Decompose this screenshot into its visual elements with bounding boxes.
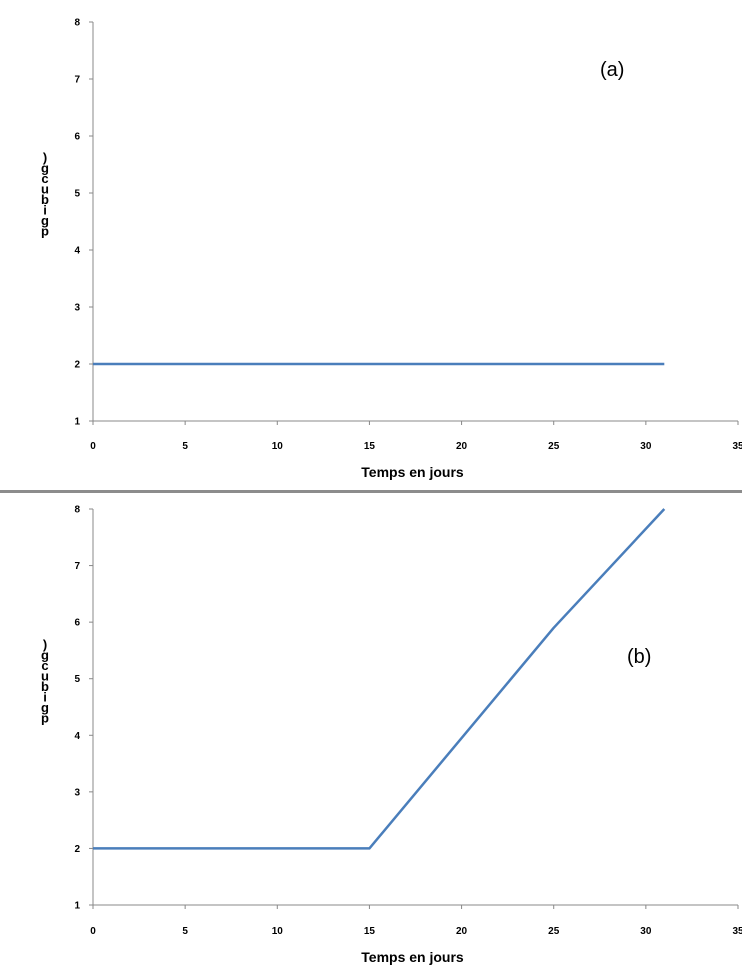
chart-a-x-tick-label: 30 [640,441,652,452]
chart-b-y-tick-label: 3 [74,787,80,798]
chart-a-panel-label: (a) [600,59,624,81]
chart-a-x-tick-label: 10 [272,441,284,452]
chart-b-x-tick-label: 30 [640,926,652,937]
chart-b-x-tick-label: 35 [732,926,742,937]
chart-b-x-tick-label: 15 [364,926,376,937]
chart-a-x-axis-title: Temps en jours [361,464,464,480]
chart-b-y-tick-label: 8 [74,505,80,516]
chart-b-svg: 1 2 3 4 5 6 7 8 0 5 10 15 20 25 30 35 Temps en jours ) g c u… [41,505,742,966]
chart-b-series-line [93,508,666,850]
chart-b-x-tick-label: 20 [456,926,468,937]
chart-b-x-tick-label: 10 [272,926,284,937]
chart-b-y-axis-title: ) g c u b i g p [41,637,49,726]
chart-a-x-tick-label: 0 [90,441,96,452]
chart-a-y-tick-label: 4 [74,246,80,257]
chart-a-y-tick-label: 5 [74,189,80,200]
chart-a-y-tick-label: 1 [74,417,80,428]
chart-b-x-tick-label: 5 [182,926,188,937]
chart-a-x-tick-label: 5 [182,441,188,452]
chart-b-y-tick-label: 6 [74,618,80,629]
chart-panel-a: 1 2 3 4 5 6 7 8 0 5 10 15 20 25 30 35 Temps en jours ) g c u… [41,17,742,481]
chart-a-x-tick-label: 25 [548,441,560,452]
chart-a-x-tick-label: 35 [732,441,742,452]
chart-a-y-tick-label: 7 [74,75,80,86]
chart-a-x-tick-label: 20 [456,441,468,452]
chart-a-y-tick-label: 8 [74,18,80,29]
chart-panel-b: 1 2 3 4 5 6 7 8 0 5 10 15 20 25 30 35 Temps en jours ) g c u… [0,493,742,973]
chart-b-y-tick-label: 5 [74,674,80,685]
chart-a-y-axis-title: ) g c u b i g p [41,150,49,239]
chart-a-svg: 1 2 3 4 5 6 7 8 0 5 10 15 20 25 30 35 Temps en jours ) g c u… [41,18,742,481]
chart-a-y-tick-label: 2 [74,360,80,371]
chart-b-y-tick-label: 4 [74,731,80,742]
chart-b-panel-label: (b) [627,646,651,668]
chart-b-x-tick-label: 25 [548,926,560,937]
chart-b-x-tick-label: 0 [90,926,96,937]
panel-divider [0,490,742,493]
chart-a-x-tick-label: 15 [364,441,376,452]
chart-b-y-tick-label: 7 [74,561,80,572]
chart-b-y-tick-label: 1 [74,901,80,912]
chart-b-y-tick-label: 2 [74,844,80,855]
chart-a-y-tick-label: 6 [74,132,80,143]
chart-a-y-tick-label: 3 [74,303,80,314]
chart-b-x-axis-title: Temps en jours [361,949,464,965]
